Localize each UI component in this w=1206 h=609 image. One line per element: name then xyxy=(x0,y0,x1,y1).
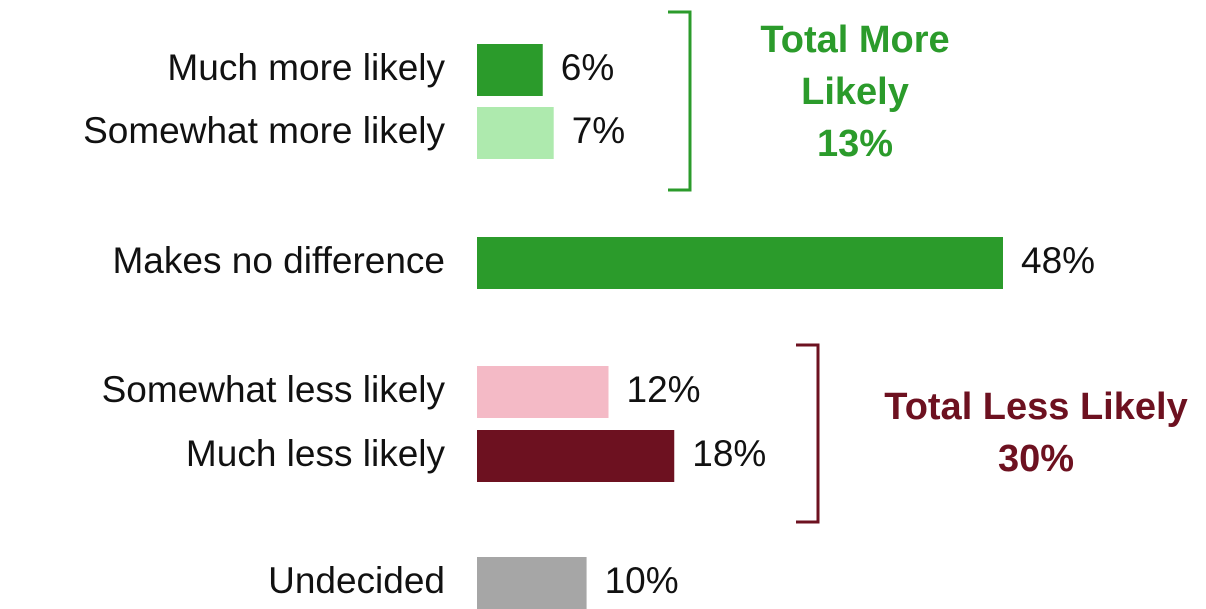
annotation: Total Less Likely 30% xyxy=(856,381,1206,485)
annotation-text: Total Less Likely xyxy=(884,386,1188,428)
bar xyxy=(477,44,543,96)
bar xyxy=(477,237,1003,289)
bar xyxy=(477,366,609,418)
bracket xyxy=(796,343,820,524)
bar xyxy=(477,557,587,609)
bar xyxy=(477,107,554,159)
category-label: Makes no difference xyxy=(112,240,445,281)
annotation: Total More Likely 13% xyxy=(720,14,990,170)
category-label: Much less likely xyxy=(186,433,446,474)
bracket xyxy=(668,10,692,192)
value-label: 10% xyxy=(605,560,679,601)
value-label: 7% xyxy=(572,110,625,151)
bar xyxy=(477,430,675,482)
value-label: 48% xyxy=(1021,240,1095,281)
annotation-value: 13% xyxy=(816,123,894,165)
category-label: Undecided xyxy=(268,560,445,601)
category-label: Somewhat less likely xyxy=(102,369,446,410)
value-label: 12% xyxy=(627,369,701,410)
annotation-text: Total More Likely xyxy=(760,19,950,113)
annotation-value: 30% xyxy=(997,438,1075,480)
category-label: Much more likely xyxy=(167,47,445,88)
value-label: 18% xyxy=(692,433,766,474)
category-label: Somewhat more likely xyxy=(83,110,445,151)
value-label: 6% xyxy=(561,47,614,88)
